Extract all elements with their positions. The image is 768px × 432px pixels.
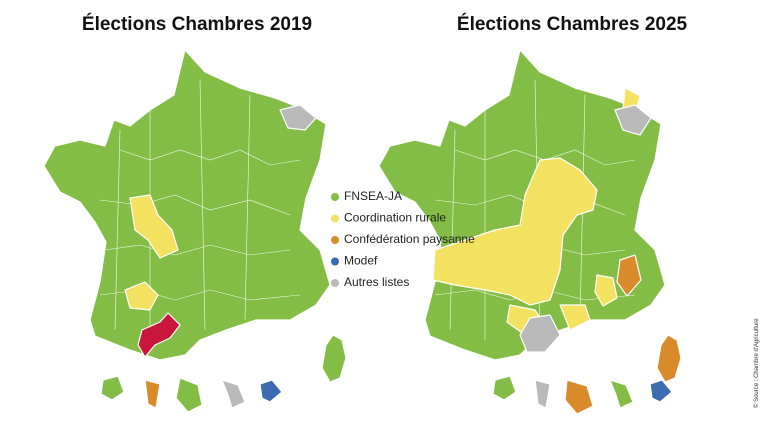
legend-label: Coordination rurale <box>344 211 446 225</box>
legend-label: FNSEA-JA <box>344 189 402 203</box>
legend-swatch <box>331 214 339 223</box>
legend-label: Autres listes <box>344 275 409 289</box>
legend-swatch <box>331 257 339 266</box>
map-2019 <box>43 49 347 413</box>
legend-label: Modef <box>344 254 378 268</box>
map-2025 <box>378 49 682 415</box>
legend: FNSEA-JA Coordination rurale Confédération… <box>331 189 475 289</box>
legend-swatch <box>331 279 339 287</box>
legend-swatch <box>331 193 339 201</box>
map-title: Élections Chambres 2019 <box>82 13 312 35</box>
legend-swatch <box>331 236 339 244</box>
source: © Source : Chambre d'Agriculture <box>753 318 760 408</box>
legend-label: Confédération paysanne <box>344 232 475 246</box>
map-title: Élections Chambres 2025 <box>457 13 688 35</box>
